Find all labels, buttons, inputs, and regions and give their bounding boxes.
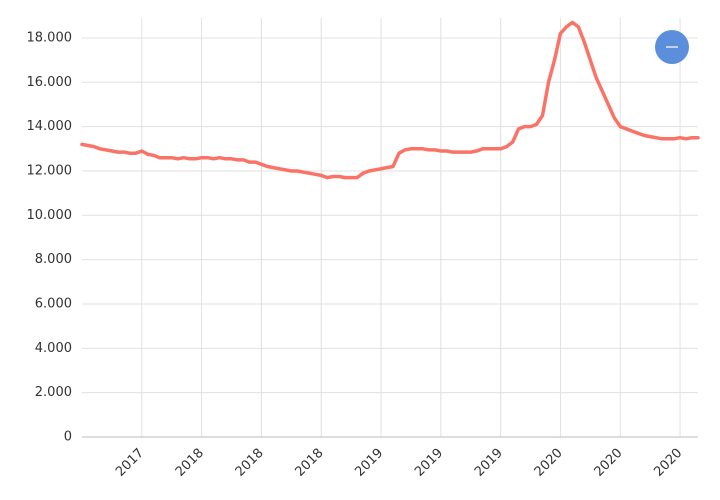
y-tick-label: 16.000 xyxy=(27,75,73,90)
y-tick-label: 4.000 xyxy=(35,341,72,356)
x-tick-label: 2020 xyxy=(651,446,685,480)
y-tick-label: 6.000 xyxy=(35,296,72,311)
y-tick-label: 18.000 xyxy=(27,30,73,45)
x-tick-label: 2019 xyxy=(472,446,506,480)
x-tick-label: 2017 xyxy=(113,446,147,480)
y-tick-label: 14.000 xyxy=(27,119,73,134)
x-tick-label: 2019 xyxy=(352,446,386,480)
x-tick-label: 2020 xyxy=(592,446,626,480)
y-tick-label: 12.000 xyxy=(27,163,73,178)
y-tick-label: 8.000 xyxy=(35,252,72,267)
axes: 0 2.000 4.000 6.000 8.000 10.000 12.000 14.000 1… xyxy=(27,18,698,480)
data-line xyxy=(80,20,700,180)
x-tick-label: 2018 xyxy=(293,446,327,480)
x-tick-label: 2019 xyxy=(412,446,446,480)
x-tick-label: 2018 xyxy=(233,446,267,480)
y-tick-label: 10.000 xyxy=(27,208,73,223)
y-tick-label: 0 xyxy=(64,430,72,445)
x-tick-label: 2020 xyxy=(532,446,566,480)
zoom-button[interactable] xyxy=(655,30,689,64)
x-tick-label: 2018 xyxy=(173,446,207,480)
y-tick-label: 2.000 xyxy=(35,385,72,400)
